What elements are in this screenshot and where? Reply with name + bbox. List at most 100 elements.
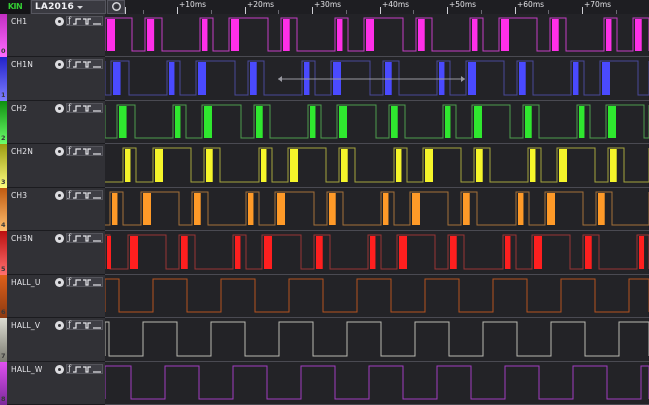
- function-icon[interactable]: ƒ: [68, 190, 71, 199]
- falling-edge-icon[interactable]: [83, 278, 91, 286]
- channel-color-strip[interactable]: 5: [0, 231, 7, 275]
- channel-row: 4 CH3 ƒ: [0, 188, 649, 231]
- channel-settings-button[interactable]: [55, 320, 65, 330]
- rising-edge-icon[interactable]: [73, 234, 81, 242]
- channel-waveform[interactable]: [105, 318, 649, 362]
- falling-edge-icon[interactable]: [83, 191, 91, 199]
- function-icon[interactable]: ƒ: [68, 16, 71, 25]
- channel-settings-button[interactable]: [55, 233, 65, 243]
- channel-label-cell[interactable]: CH1 ƒ: [7, 14, 105, 57]
- channel-trigger-buttons[interactable]: ƒ: [66, 146, 103, 156]
- low-level-icon[interactable]: [93, 148, 101, 155]
- channel-label-cell[interactable]: HALL_U ƒ: [7, 275, 105, 318]
- function-icon[interactable]: ƒ: [68, 146, 71, 155]
- falling-edge-icon[interactable]: [83, 60, 91, 68]
- channel-label-cell[interactable]: CH3 ƒ: [7, 188, 105, 231]
- low-level-icon[interactable]: [93, 105, 101, 112]
- falling-edge-icon[interactable]: [83, 234, 91, 242]
- low-level-icon[interactable]: [93, 192, 101, 199]
- channel-waveform[interactable]: [105, 101, 649, 144]
- ruler-major-tick: [447, 7, 448, 14]
- low-level-icon[interactable]: [93, 18, 101, 25]
- channel-row: 6 HALL_U ƒ: [0, 275, 649, 318]
- function-icon[interactable]: ƒ: [68, 233, 71, 242]
- time-ruler[interactable]: +10ms+20ms+30ms+40ms+50ms+60ms+70ms+80ms: [125, 0, 649, 14]
- rising-edge-icon[interactable]: [73, 60, 81, 68]
- ruler-minor-tick: [211, 10, 212, 14]
- channel-settings-button[interactable]: [55, 146, 65, 156]
- low-level-icon[interactable]: [93, 366, 101, 373]
- channel-label-cell[interactable]: HALL_W ƒ: [7, 362, 105, 405]
- function-icon[interactable]: ƒ: [68, 103, 71, 112]
- channel-trigger-buttons[interactable]: ƒ: [66, 59, 103, 69]
- falling-edge-icon[interactable]: [83, 365, 91, 373]
- channel-trigger-buttons[interactable]: ƒ: [66, 190, 103, 200]
- channel-color-strip[interactable]: 0: [0, 14, 7, 57]
- channel-trigger-buttons[interactable]: ƒ: [66, 364, 103, 374]
- channel-color-strip[interactable]: 2: [0, 101, 7, 144]
- channel-label-cell[interactable]: CH2 ƒ: [7, 101, 105, 144]
- channel-index-label: 1: [1, 91, 6, 99]
- falling-edge-icon[interactable]: [83, 147, 91, 155]
- channel-color-strip[interactable]: 7: [0, 318, 7, 362]
- function-icon[interactable]: ƒ: [68, 364, 71, 373]
- rising-edge-icon[interactable]: [73, 365, 81, 373]
- channel-settings-button[interactable]: [55, 277, 65, 287]
- channel-waveform[interactable]: [105, 275, 649, 318]
- channel-trigger-buttons[interactable]: ƒ: [66, 320, 103, 330]
- rising-edge-icon[interactable]: [73, 17, 81, 25]
- ruler-major-tick: [515, 7, 516, 14]
- ruler-minor-tick: [616, 10, 617, 14]
- function-icon[interactable]: ƒ: [68, 277, 71, 286]
- channel-settings-button[interactable]: [55, 364, 65, 374]
- function-icon[interactable]: ƒ: [68, 320, 71, 329]
- chevron-down-icon[interactable]: [76, 5, 83, 9]
- channel-trigger-buttons[interactable]: ƒ: [66, 16, 103, 26]
- function-icon[interactable]: ƒ: [68, 59, 71, 68]
- channel-label-cell[interactable]: HALL_V ƒ: [7, 318, 105, 362]
- channel-label-cell[interactable]: CH1N ƒ: [7, 57, 105, 101]
- low-level-icon[interactable]: [93, 279, 101, 286]
- low-level-icon[interactable]: [93, 61, 101, 68]
- low-level-icon[interactable]: [93, 235, 101, 242]
- ruler-major-tick: [245, 7, 246, 14]
- channel-index-label: 4: [1, 221, 6, 229]
- channel-settings-button[interactable]: [55, 190, 65, 200]
- channel-trigger-buttons[interactable]: ƒ: [66, 103, 103, 113]
- device-settings-button[interactable]: [107, 0, 125, 14]
- low-level-icon[interactable]: [93, 322, 101, 329]
- channel-name-label: HALL_V: [11, 320, 41, 330]
- channel-waveform[interactable]: [105, 144, 649, 188]
- falling-edge-icon[interactable]: [83, 321, 91, 329]
- channel-waveform[interactable]: [105, 231, 649, 275]
- channel-color-strip[interactable]: 6: [0, 275, 7, 318]
- rising-edge-icon[interactable]: [73, 321, 81, 329]
- channel-settings-button[interactable]: [55, 59, 65, 69]
- channel-color-strip[interactable]: 1: [0, 57, 7, 101]
- channel-color-strip[interactable]: 3: [0, 144, 7, 188]
- falling-edge-icon[interactable]: [83, 104, 91, 112]
- falling-edge-icon[interactable]: [83, 17, 91, 25]
- rising-edge-icon[interactable]: [73, 104, 81, 112]
- ruler-time-label: +40ms: [382, 0, 410, 9]
- channel-trigger-buttons[interactable]: ƒ: [66, 233, 103, 243]
- channel-settings-button[interactable]: [55, 16, 65, 26]
- rising-edge-icon[interactable]: [73, 278, 81, 286]
- channel-waveform[interactable]: [105, 14, 649, 57]
- ruler-minor-tick: [143, 10, 144, 14]
- channel-waveform[interactable]: [105, 57, 649, 101]
- channel-label-cell[interactable]: CH2N ƒ: [7, 144, 105, 188]
- waveform-area[interactable]: 0 CH1 ƒ 1 CH1N ƒ 2 CH2 ƒ 3 CH2N ƒ 4 CH3 ƒ 5 CH3N ƒ 6 HALL_U…: [0, 14, 649, 405]
- channel-label-cell[interactable]: CH3N ƒ: [7, 231, 105, 275]
- channel-waveform[interactable]: [105, 362, 649, 405]
- channel-trigger-buttons[interactable]: ƒ: [66, 277, 103, 287]
- rising-edge-icon[interactable]: [73, 147, 81, 155]
- channel-color-strip[interactable]: 8: [0, 362, 7, 405]
- channel-settings-button[interactable]: [55, 103, 65, 113]
- channel-row: 3 CH2N ƒ: [0, 144, 649, 188]
- channel-index-label: 3: [1, 178, 6, 186]
- device-selector[interactable]: LA2016: [31, 0, 106, 14]
- channel-color-strip[interactable]: 4: [0, 188, 7, 231]
- rising-edge-icon[interactable]: [73, 191, 81, 199]
- channel-waveform[interactable]: [105, 188, 649, 231]
